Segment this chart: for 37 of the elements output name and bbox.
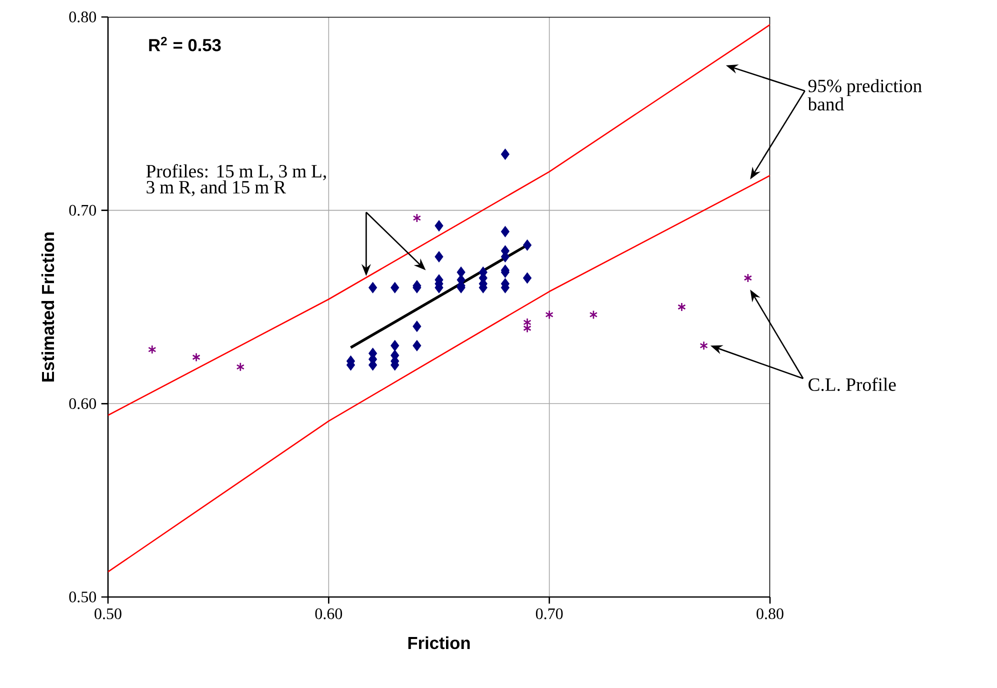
text: 95% prediction band xyxy=(808,79,922,111)
x-tick-label: 0.50 xyxy=(94,608,122,620)
point xyxy=(523,318,532,328)
point xyxy=(412,320,422,332)
point xyxy=(368,282,378,294)
annotation: R$^{2}$ = 0.53 xyxy=(149,36,221,52)
point xyxy=(236,362,245,372)
point xyxy=(148,344,156,354)
point xyxy=(434,251,444,262)
point xyxy=(678,302,686,312)
point xyxy=(589,310,598,320)
y-tick-label: 0.80 xyxy=(69,12,96,22)
point xyxy=(523,272,532,284)
point xyxy=(192,352,200,362)
point xyxy=(390,282,400,294)
point xyxy=(412,213,422,223)
x-tick-label: 0.80 xyxy=(756,608,784,620)
x-tick-label: 0.70 xyxy=(536,608,563,620)
point xyxy=(412,340,422,352)
point xyxy=(434,220,444,232)
point xyxy=(390,340,400,352)
point xyxy=(700,340,708,350)
line-series xyxy=(108,24,770,416)
point xyxy=(545,310,554,320)
y-tick-label: 0.50 xyxy=(69,592,96,602)
y-tick-label: 0.60 xyxy=(69,398,96,410)
point xyxy=(500,226,510,238)
annotation: Profiles: 15 m L, 3 m L, 3 m R, and 15 m R xyxy=(146,164,326,196)
x-tick-label: 0.60 xyxy=(315,608,342,620)
y-tick-label: 0.70 xyxy=(69,204,96,216)
point xyxy=(523,324,532,333)
point xyxy=(523,240,532,251)
point xyxy=(500,148,510,160)
y-axis-title: Estimated Friction xyxy=(41,232,54,382)
x-axis-title: Friction xyxy=(408,636,470,650)
point xyxy=(744,273,752,283)
text: C.L. Profile xyxy=(808,378,896,392)
